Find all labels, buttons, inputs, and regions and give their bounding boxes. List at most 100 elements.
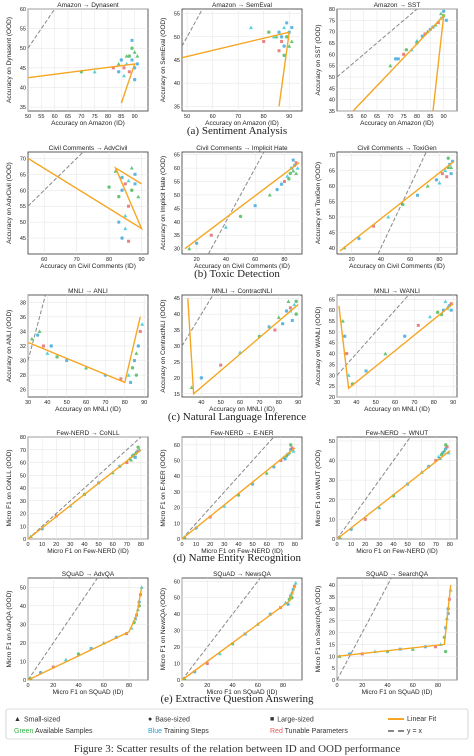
y-tick-label: 15 (329, 642, 335, 648)
data-point (122, 73, 126, 78)
data-point (446, 156, 450, 160)
linear-fit-line (27, 316, 141, 384)
y-tick-label: 20 (329, 395, 335, 401)
data-point (410, 647, 415, 651)
y-tick-label: 45 (329, 230, 335, 236)
y-tick-label: 55 (329, 64, 335, 70)
data-point (282, 180, 286, 184)
chart-2-0: 30 40 50 60 70 80 90 26 28 30 32 34 36 38 MNLI → ANLI A… (6, 288, 149, 413)
y-tick-label: 60 (20, 188, 26, 194)
data-point (383, 351, 388, 356)
data-point (49, 344, 53, 348)
y-tick-label: 45 (174, 206, 180, 212)
data-point (441, 451, 445, 455)
data-point (434, 645, 438, 649)
linear-fit-line (181, 31, 291, 107)
x-axis-label: Micro F1 on SQuAD (ID) (53, 689, 124, 696)
data-point (127, 54, 132, 58)
x-tick-label: 20 (359, 683, 365, 689)
data-point (132, 77, 137, 82)
data-point (435, 310, 440, 315)
data-point (279, 182, 284, 186)
y-axis-label: Micro F1 on AdvQA (OOD) (6, 591, 13, 668)
data-point (127, 204, 131, 208)
legend-green-word: Green (14, 728, 34, 735)
data-point (436, 21, 440, 25)
x-axis-label: Accuracy on Civil Comments (ID) (194, 263, 290, 270)
legend-yx: y = x (407, 728, 422, 735)
x-tick-label: 80 (126, 683, 132, 689)
data-point (285, 174, 290, 178)
y-tick-label: 40 (174, 312, 180, 318)
y-tick-label: 45 (20, 236, 26, 242)
data-point (441, 308, 445, 312)
y-tick-label: 55 (329, 319, 335, 325)
linear-fit-line (352, 13, 445, 112)
x-tick-label: 0 (26, 542, 29, 548)
chart-title: Amazon → SST (374, 2, 421, 9)
x-axis-label: Accuracy on Civil Comments (ID) (349, 263, 445, 270)
y-tick-label: 60 (174, 579, 180, 585)
plot-frame (336, 436, 458, 540)
data-point (287, 44, 292, 48)
data-point (136, 344, 141, 348)
data-point (119, 377, 123, 381)
x-tick-label: 75 (92, 114, 98, 120)
chart-2-2: 30 40 50 60 70 80 90 20 25 30 35 40 45 50 55 60 65 MNLI →… (315, 288, 458, 413)
y-tick-label: 20 (174, 506, 180, 512)
x-tick-label: 50 (184, 114, 190, 120)
y-tick-label: 20 (174, 376, 180, 382)
linear-fit-line (27, 63, 136, 104)
x-tick-label: 90 (132, 114, 138, 120)
y-tick-label: 50 (329, 439, 335, 445)
data-point (187, 246, 192, 251)
chart-title: SQuAD → NewsQA (213, 571, 271, 578)
data-point (294, 299, 298, 304)
data-point (267, 325, 271, 329)
y-equals-x-line (181, 294, 214, 347)
x-tick-label: 50 (64, 400, 70, 406)
y-tick-label: 40 (174, 474, 180, 480)
x-tick-label: 40 (198, 400, 204, 406)
dashed-line-icon (388, 730, 404, 733)
row-caption-0: (a) Sentiment Analysis (187, 125, 287, 137)
y-tick-label: 60 (329, 52, 335, 58)
data-point (45, 351, 50, 355)
x-tick-label: 80 (261, 114, 267, 120)
y-tick-label: 70 (329, 30, 335, 36)
x-tick-label: 30 (334, 400, 340, 406)
data-point (425, 184, 430, 188)
y-tick-label: 40 (20, 604, 26, 610)
data-point (55, 355, 59, 359)
data-point (440, 172, 444, 176)
legend-base: Base-sized (155, 716, 190, 724)
x-tick-label: 50 (25, 114, 31, 120)
data-point (51, 665, 55, 669)
data-point (123, 213, 128, 218)
data-point (439, 11, 443, 16)
data-point (393, 57, 398, 61)
y-tick-label: 75 (329, 18, 335, 24)
data-point (294, 171, 299, 176)
data-point (117, 194, 121, 199)
circle-marker-icon: ● (148, 716, 153, 723)
data-point (222, 504, 227, 508)
x-tick-label: 70 (124, 542, 130, 548)
data-point (415, 38, 419, 43)
data-point (280, 321, 285, 326)
data-point (126, 178, 131, 183)
data-point (107, 185, 111, 189)
x-tick-label: 90 (450, 400, 456, 406)
data-point (449, 302, 453, 306)
y-axis-label: Accuracy on Implicit Hate (OOD) (160, 156, 167, 250)
x-axis-label: Micro F1 on Few-NERD (ID) (356, 548, 438, 555)
data-point (443, 168, 448, 173)
data-point (402, 52, 406, 56)
y-tick-label: 35 (329, 362, 335, 368)
x-tick-label: 10 (39, 542, 45, 548)
data-point (199, 376, 204, 380)
data-point (248, 25, 253, 30)
data-point (287, 177, 291, 181)
x-tick-label: 70 (387, 114, 393, 120)
x-tick-label: 80 (106, 257, 112, 263)
